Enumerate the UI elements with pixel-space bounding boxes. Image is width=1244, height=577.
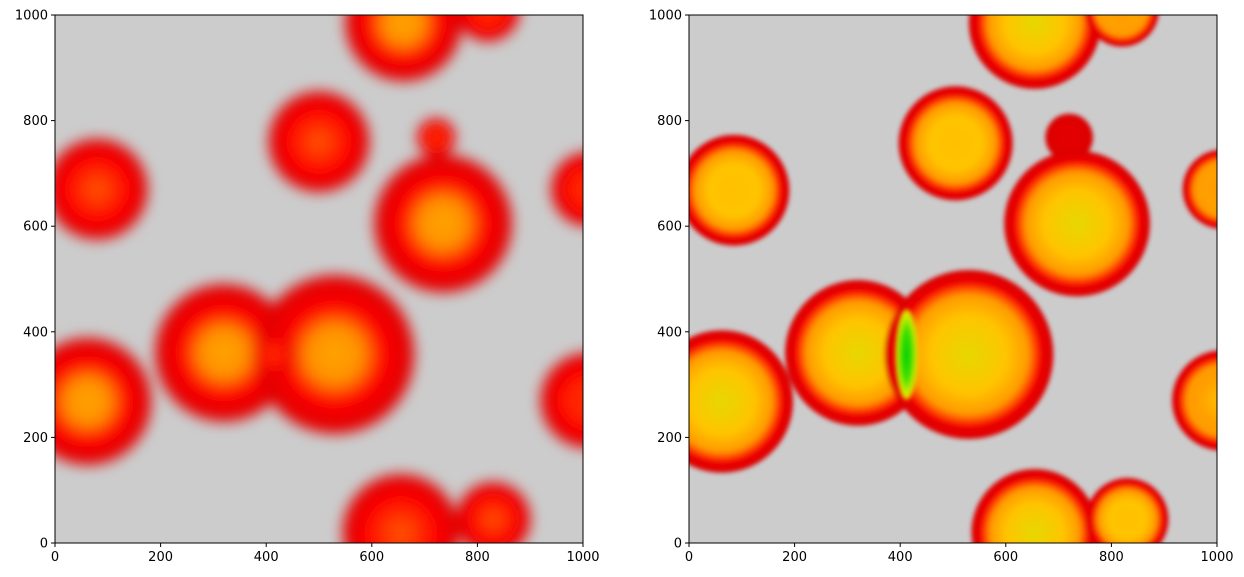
heat-blob [898,86,1013,201]
heat-blob [971,469,1099,543]
left-heatmap-panel: 0 200 400 600 800 1000 0 200 400 600 800 1000 [15,9,600,566]
x-tick-label: 400 [254,550,279,565]
y-tick-label: 400 [23,325,48,340]
right-heatmap-panel: 0 200 400 600 800 1000 0 200 400 600 800 1000 [649,9,1234,566]
y-tick-label: 0 [674,537,682,552]
heat-blob [1172,350,1217,451]
heat-blob [968,15,1101,89]
heat-blob [268,91,370,192]
y-tick-label: 0 [40,537,48,552]
x-tick-label: 800 [1099,550,1124,565]
heatmap-blobs [689,15,1217,543]
y-tick-label: 800 [657,114,682,129]
y-tick-label: 400 [657,325,682,340]
heat-blob [342,474,459,543]
heat-blob [55,338,152,465]
plot-frame [688,14,1218,544]
heat-blob [1045,113,1093,162]
heat-blob [345,15,462,81]
y-tick-label: 1000 [649,9,682,24]
heat-blob [1182,150,1217,229]
heat-blob [374,154,512,293]
heat-blob [417,118,456,157]
y-tick-label: 200 [23,431,48,446]
x-tick-label: 0 [685,550,693,565]
y-tick-label: 200 [657,431,682,446]
heat-blob [155,284,293,422]
heat-blob [253,333,296,376]
heat-blob [255,275,415,434]
x-tick-label: 200 [148,550,173,565]
y-tick-label: 800 [23,114,48,129]
y-tick-label: 600 [23,220,48,235]
overlap-hotspot [895,309,918,400]
heat-blob [55,139,148,240]
heat-blob [551,152,583,226]
heat-blob [540,353,583,448]
x-tick-label: 400 [888,550,913,565]
plot-frame [54,14,584,544]
y-tick-label: 600 [657,220,682,235]
heat-blob [689,330,793,473]
heat-blob [456,15,520,42]
heat-blob [1004,150,1150,297]
x-tick-label: 600 [359,550,384,565]
heat-blob [689,134,790,246]
heat-blob [1086,478,1169,543]
heat-blob [456,482,531,543]
x-tick-label: 0 [51,550,59,565]
heat-blob [1085,15,1159,47]
heat-blob [884,270,1054,439]
x-tick-label: 200 [782,550,807,565]
heatmap-blobs [55,15,583,543]
x-tick-label: 800 [465,550,490,565]
y-tick-label: 1000 [15,9,48,24]
x-tick-label: 1000 [566,550,599,565]
x-tick-label: 1000 [1200,550,1233,565]
x-tick-label: 600 [993,550,1018,565]
